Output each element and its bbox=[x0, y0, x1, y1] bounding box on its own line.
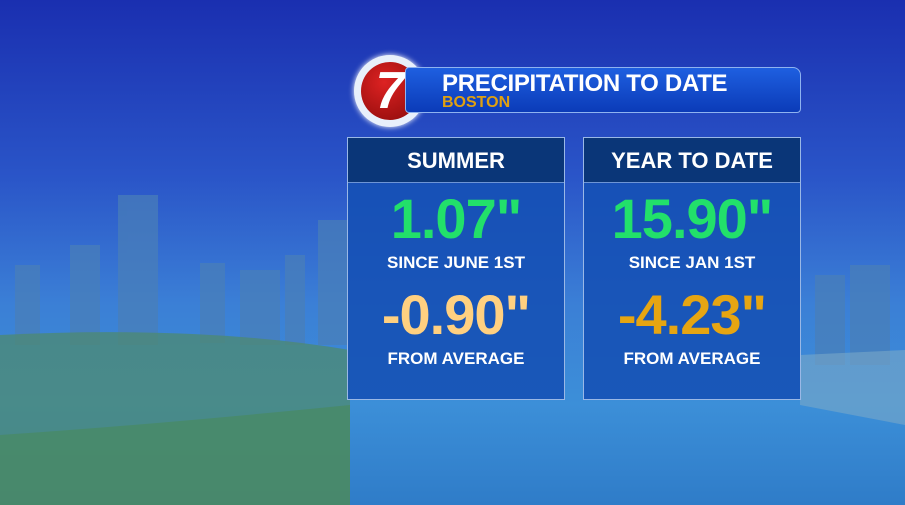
total-value: 1.07" bbox=[390, 187, 523, 250]
departure-value: -0.90" bbox=[381, 283, 531, 346]
panel-heading: SUMMER bbox=[348, 138, 564, 183]
total-label: SINCE JUNE 1ST bbox=[387, 253, 525, 272]
graphic-title: PRECIPITATION TO DATE bbox=[442, 70, 728, 97]
departure-label: FROM AVERAGE bbox=[623, 349, 761, 368]
total-label: SINCE JAN 1ST bbox=[628, 253, 756, 272]
year-to-date-panel: YEAR TO DATE 15.90" SINCE JAN 1ST -4.23"… bbox=[583, 137, 801, 400]
panel-heading: YEAR TO DATE bbox=[584, 138, 800, 183]
title-banner: PRECIPITATION TO DATE BOSTON bbox=[405, 67, 801, 113]
total-value: 15.90" bbox=[611, 187, 774, 250]
location-label: BOSTON bbox=[442, 94, 511, 111]
departure-value: -4.23" bbox=[617, 283, 767, 346]
summer-panel: SUMMER 1.07" SINCE JUNE 1ST -0.90" FROM … bbox=[347, 137, 565, 400]
boston-skyline-background bbox=[0, 195, 905, 505]
departure-label: FROM AVERAGE bbox=[387, 349, 525, 368]
